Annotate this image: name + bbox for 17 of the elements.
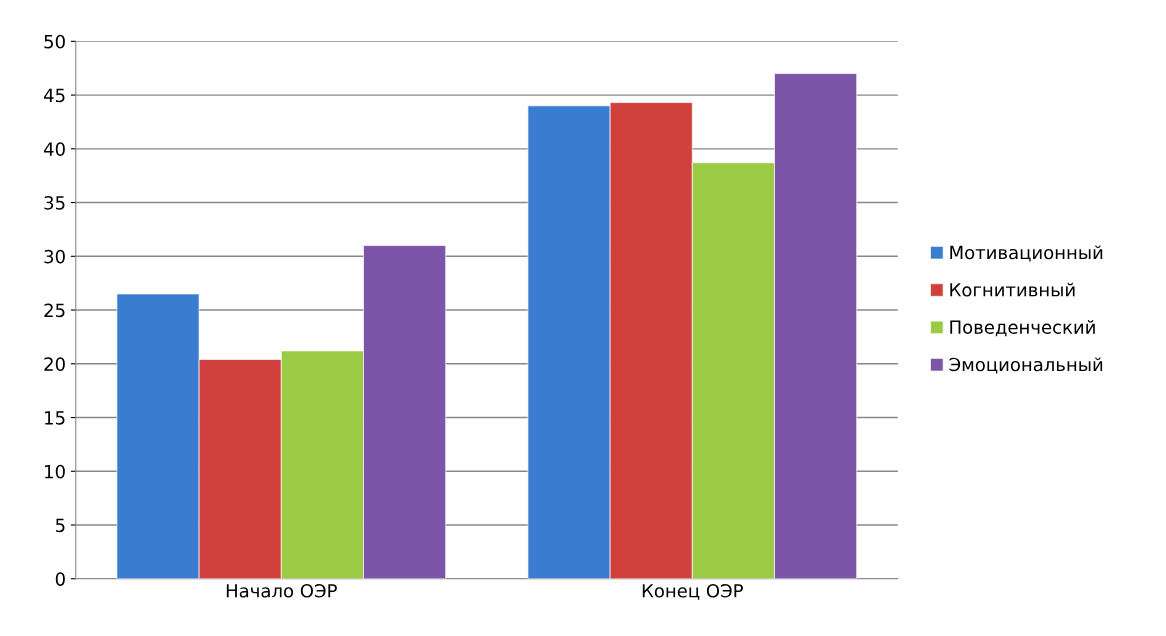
y-tick-label: 20 [44, 357, 65, 371]
y-tick-label: 5 [55, 518, 65, 533]
legend-label: Мотивационный [950, 245, 1103, 262]
legend-label: Поведенческий [950, 320, 1095, 337]
legend-label: Эмоциональный [949, 357, 1103, 374]
y-tick-label: 0 [55, 572, 65, 586]
y-tick-label: 45 [43, 88, 65, 103]
legend-label: Когнитивный [950, 282, 1075, 297]
y-tick-label: 50 [44, 34, 65, 49]
x-tick-label: Начало ОЭР [226, 583, 337, 598]
y-tick-label: 25 [44, 303, 65, 318]
y-tick-label: 40 [43, 142, 65, 156]
y-tick-label: 10 [45, 464, 65, 479]
y-tick-label: 30 [44, 249, 65, 264]
y-tick-label: 15 [45, 411, 65, 425]
y-tick-label: 35 [44, 196, 65, 210]
x-tick-label: Конец ОЭР [642, 583, 743, 600]
